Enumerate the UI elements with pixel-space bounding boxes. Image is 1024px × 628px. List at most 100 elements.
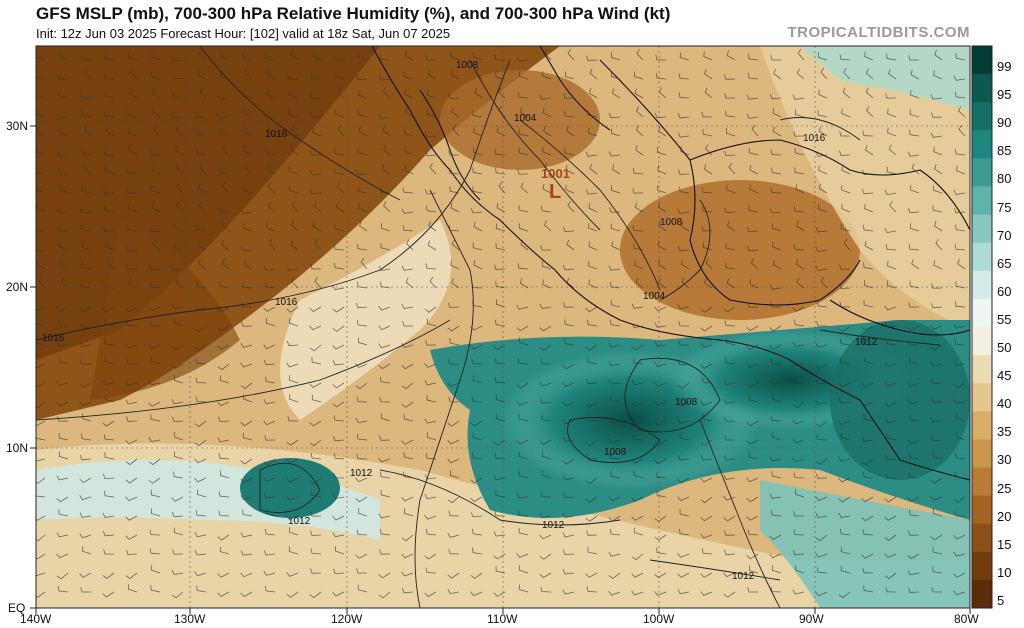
- wind-barb: [151, 508, 161, 517]
- wind-barb: [769, 534, 782, 540]
- wind-barb: [80, 587, 91, 593]
- wind-barb: [80, 92, 92, 99]
- wind-barb: [700, 591, 713, 596]
- wind-barb: [954, 148, 966, 156]
- wind-barb: [473, 51, 483, 61]
- wind-barb: [862, 224, 874, 232]
- wind-barb: [127, 110, 138, 118]
- wind-barb: [703, 51, 713, 61]
- wind-barb: [59, 184, 69, 194]
- wind-barb: [586, 55, 598, 61]
- wind-barb: [150, 356, 161, 365]
- wind-barb: [495, 413, 506, 422]
- wind-barb: [103, 339, 115, 346]
- wind-barb: [702, 413, 713, 422]
- wind-barb: [702, 242, 713, 251]
- wind-barb: [953, 207, 966, 214]
- wind-barb: [518, 223, 529, 232]
- wind-barb: [240, 208, 253, 214]
- colorbar-swatch: [972, 46, 992, 75]
- wind-barb: [309, 477, 322, 485]
- wind-barb: [358, 126, 368, 137]
- wind-barb: [288, 90, 299, 99]
- wind-barb: [59, 127, 69, 137]
- wind-barb: [838, 456, 851, 462]
- wind-barb: [332, 360, 345, 366]
- wind-barb: [448, 396, 460, 403]
- wind-barb: [380, 413, 391, 422]
- wind-barb: [541, 205, 552, 213]
- wind-barb: [336, 182, 345, 194]
- wind-barb: [953, 398, 966, 404]
- wind-barb: [772, 108, 782, 118]
- wind-barb: [704, 87, 713, 99]
- wind-barb: [494, 149, 506, 156]
- wind-barb: [838, 382, 851, 388]
- wind-barb: [79, 572, 92, 578]
- wind-barb: [608, 551, 621, 557]
- wind-barb: [586, 378, 598, 384]
- wind-barb: [771, 167, 782, 175]
- wind-barb: [793, 377, 805, 384]
- wind-barb: [125, 399, 138, 405]
- wind-barb: [677, 589, 690, 595]
- wind-barb: [909, 223, 920, 232]
- wind-barb: [931, 586, 943, 593]
- wind-barb: [265, 376, 276, 384]
- wind-barb: [125, 246, 138, 252]
- wind-barb: [907, 207, 920, 214]
- wind-barb: [404, 165, 414, 175]
- wind-barb: [632, 167, 644, 175]
- wind-barb: [427, 240, 437, 251]
- wind-barb: [494, 54, 506, 61]
- wind-barb: [175, 163, 184, 175]
- wind-barb: [471, 282, 483, 289]
- colorbar-swatch: [972, 158, 992, 187]
- wind-barb: [677, 454, 690, 461]
- wind-barb: [425, 340, 437, 346]
- wind-barb: [470, 572, 483, 579]
- wind-barb: [58, 451, 69, 460]
- wind-barb: [378, 457, 391, 463]
- wind-barb: [173, 242, 184, 251]
- wind-barb: [268, 238, 276, 251]
- wind-barb: [243, 393, 253, 403]
- wind-barb: [125, 380, 138, 386]
- wind-barb: [701, 377, 713, 384]
- wind-barb: [380, 376, 391, 384]
- wind-barb: [380, 242, 391, 251]
- wind-barb: [149, 149, 161, 156]
- wind-barb: [219, 546, 230, 555]
- wind-barb: [241, 301, 253, 308]
- colorbar-label: 20: [997, 508, 1012, 524]
- wind-barb: [401, 382, 414, 390]
- wind-barb: [309, 93, 322, 100]
- wind-barb: [792, 589, 805, 595]
- wind-barb: [241, 321, 253, 327]
- wind-barb: [586, 530, 598, 536]
- wind-barb: [82, 546, 92, 555]
- wind-barb: [769, 208, 782, 214]
- wind-barb: [357, 90, 368, 99]
- wind-barb: [287, 415, 299, 422]
- wind-barb: [865, 145, 874, 156]
- colorbar-swatch: [972, 411, 992, 440]
- wind-barb: [866, 106, 874, 118]
- wind-barb: [149, 529, 161, 536]
- wind-barb: [291, 277, 299, 289]
- wind-barb: [57, 586, 69, 593]
- wind-barb: [241, 282, 253, 289]
- wind-barb: [291, 220, 299, 232]
- wind-barb: [839, 131, 850, 137]
- wind-barb: [610, 52, 621, 61]
- wind-barb: [176, 182, 184, 194]
- wind-barb: [472, 110, 483, 118]
- wind-barb: [286, 477, 299, 483]
- wind-barb: [542, 146, 552, 156]
- wind-barb: [562, 401, 575, 407]
- wind-barb: [746, 515, 759, 521]
- lon-label: 120W: [331, 612, 363, 626]
- wind-barb: [750, 258, 759, 270]
- wind-barb: [838, 420, 851, 426]
- wind-barb: [240, 494, 253, 500]
